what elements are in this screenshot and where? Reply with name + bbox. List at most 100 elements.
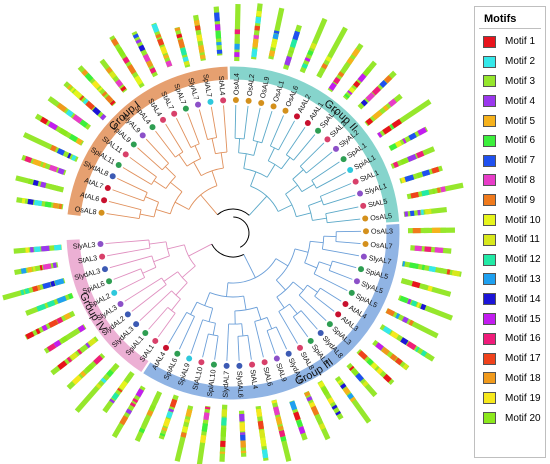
motif-segment — [234, 43, 240, 50]
motif-segment — [382, 104, 389, 112]
leaf-label: StAL3 — [77, 253, 98, 265]
tree-branch — [243, 254, 256, 278]
motif-bar — [13, 244, 62, 254]
motif-segment — [431, 166, 440, 174]
motif-segment — [146, 409, 154, 417]
tree-branch — [208, 308, 214, 322]
motif-segment — [370, 362, 378, 370]
motif-segment — [362, 67, 372, 77]
motif-segment — [56, 316, 64, 324]
motif-segment — [120, 85, 127, 92]
motif-segment — [84, 72, 94, 82]
motif-segment — [407, 153, 417, 162]
motif-segment — [59, 128, 68, 137]
motif-bar — [299, 17, 328, 74]
motif-segment — [20, 267, 27, 274]
motif-segment — [53, 244, 62, 251]
motif-bar — [134, 390, 163, 443]
leaf-marker — [220, 97, 227, 104]
motif-segment — [408, 319, 414, 326]
tree-branch — [202, 333, 209, 358]
motif-segment — [193, 19, 200, 26]
motif-bar — [77, 65, 117, 107]
tree-branches — [105, 105, 361, 361]
motif-segment — [24, 156, 33, 164]
motif-segment — [421, 169, 431, 177]
motif-segment — [87, 337, 97, 347]
motif-bar — [15, 175, 65, 193]
motif-segment — [355, 372, 364, 382]
leaf-label: SlAL9 — [274, 362, 289, 383]
motif-segment — [321, 63, 328, 70]
tree-branch — [296, 212, 311, 218]
leaf-label: StAL6 — [261, 366, 274, 387]
motif-segment — [75, 138, 83, 146]
leaf-marker — [236, 362, 243, 369]
motif-segment — [32, 158, 42, 167]
motif-segment — [35, 328, 41, 335]
leaf-marker — [332, 145, 339, 152]
motif-bar — [303, 390, 331, 441]
motif-segment — [161, 426, 168, 432]
leaf-label: OsAL4 — [232, 73, 241, 95]
motif-segment — [239, 413, 245, 422]
motif-segment — [293, 411, 301, 421]
legend-label: Motif 10 — [505, 214, 541, 226]
motif-bar — [24, 310, 76, 340]
motif-bar — [317, 380, 344, 421]
motif-segment — [412, 227, 421, 234]
motif-segment — [371, 86, 381, 96]
leaf-marker — [117, 300, 124, 307]
leaf-marker — [324, 136, 331, 143]
motif-segment — [401, 316, 409, 324]
motif-bar — [356, 348, 395, 385]
tree-branch — [292, 169, 304, 180]
leaf-marker — [352, 178, 359, 185]
motif-segment — [66, 356, 73, 363]
motif-segment — [349, 365, 355, 371]
leaf-marker — [347, 167, 354, 174]
motif-segment — [124, 373, 134, 383]
legend-swatch — [483, 154, 496, 167]
motif-bar — [327, 43, 364, 93]
legend-label: Motif 20 — [505, 412, 541, 424]
motif-segment — [76, 348, 83, 355]
tree-branch — [153, 255, 170, 263]
legend-label: Motif 11 — [505, 234, 540, 246]
motif-bar-base — [74, 362, 120, 413]
motif-bar — [16, 197, 64, 210]
leaf-marker — [304, 120, 311, 127]
legend-item: Motif 3 — [475, 72, 545, 92]
leaf-marker — [186, 355, 193, 362]
motif-segment — [427, 285, 433, 292]
tree-branch — [292, 281, 304, 291]
motif-bar — [25, 292, 74, 316]
motif-segment — [72, 114, 83, 124]
tree-branch — [131, 284, 167, 312]
tree-branch — [308, 200, 323, 206]
motif-segment — [48, 319, 59, 328]
tree-branch — [237, 334, 248, 337]
motif-bar — [364, 93, 403, 127]
motif-segment — [439, 267, 444, 274]
tree-branch — [211, 170, 218, 186]
tree-branch — [243, 168, 268, 178]
motif-bar — [403, 207, 448, 217]
leaf-marker — [101, 266, 108, 273]
motif-segment — [92, 106, 101, 116]
legend-swatch — [483, 392, 496, 405]
motif-segment — [365, 92, 376, 102]
motif-segment — [117, 387, 123, 393]
motif-segment — [58, 203, 63, 210]
motif-segment — [392, 161, 399, 168]
leaf-marker — [360, 253, 367, 260]
tree-branch — [292, 316, 309, 338]
motif-bar — [342, 60, 377, 101]
tree-branch — [311, 180, 317, 189]
motif-segment — [101, 91, 108, 97]
leaf-marker — [315, 127, 322, 134]
motif-segment — [256, 10, 262, 17]
motif-segment — [415, 346, 420, 353]
motif-segment — [105, 94, 114, 104]
tree-branch — [313, 273, 348, 292]
